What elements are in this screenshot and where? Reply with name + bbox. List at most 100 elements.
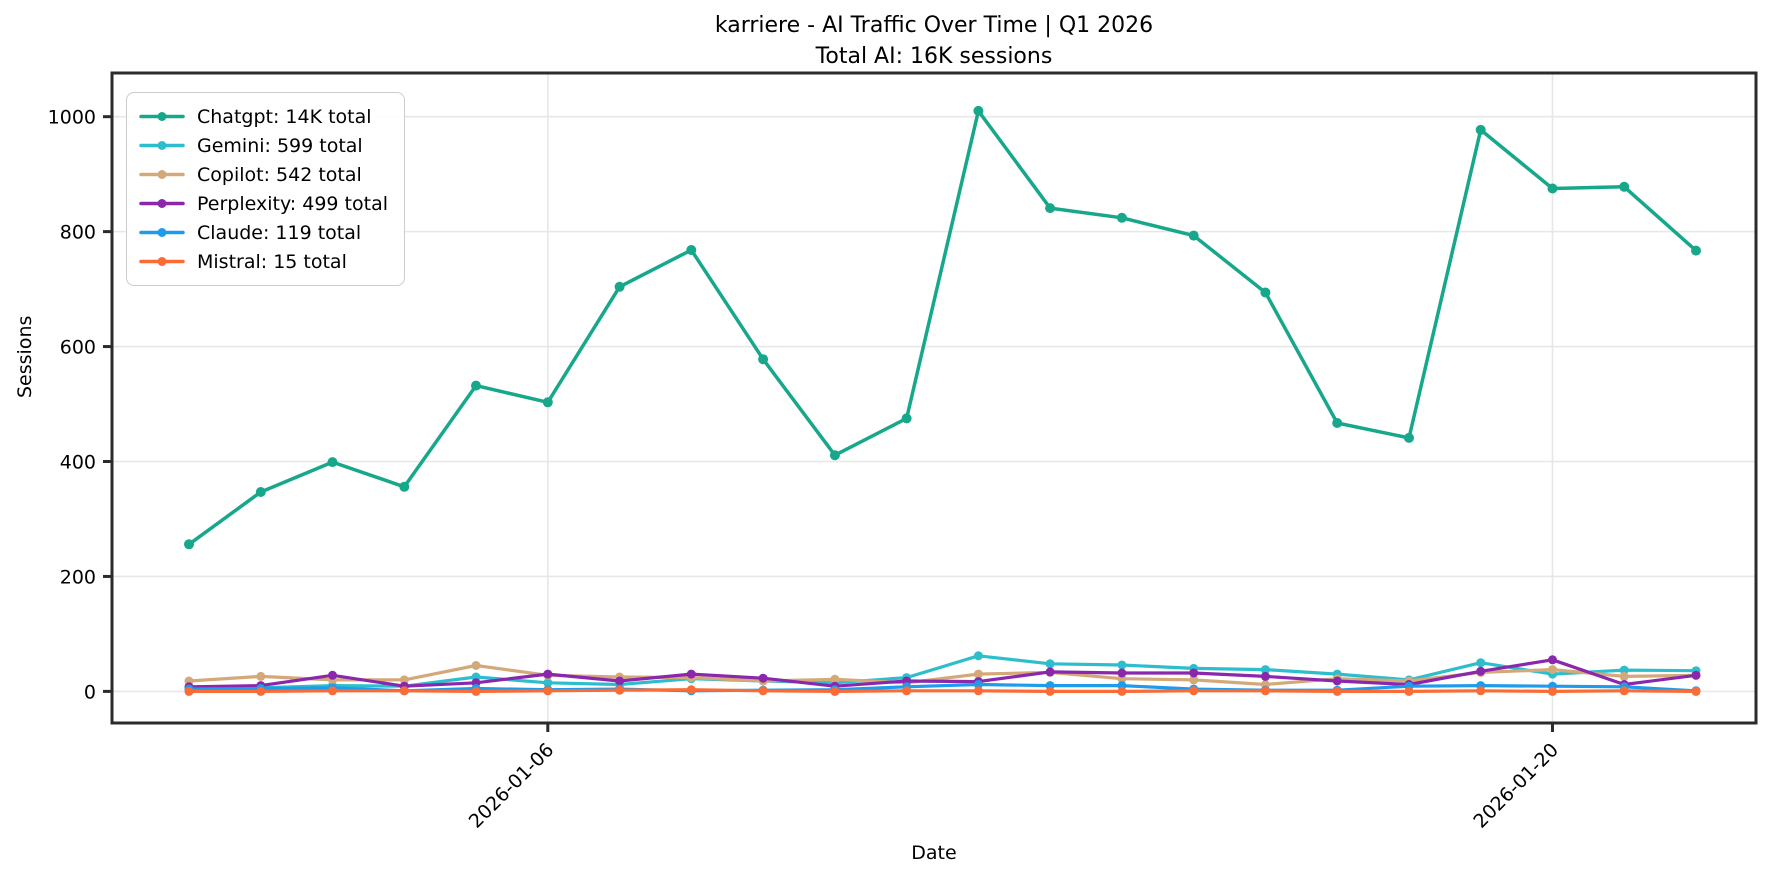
y-tick-label: 200 — [60, 566, 96, 588]
plot-spine — [110, 71, 1758, 725]
data-point-mistral — [1117, 686, 1127, 696]
legend-label: Copilot: 542 total — [197, 163, 362, 186]
x-axis-label: Date — [911, 842, 957, 864]
data-point-copilot — [830, 674, 840, 684]
legend-line-swatch — [139, 257, 185, 266]
data-point-chatgpt — [542, 397, 553, 408]
data-point-copilot — [256, 671, 266, 681]
data-point-chatgpt — [686, 245, 697, 255]
legend-line-swatch — [139, 228, 185, 237]
legend-label: Chatgpt: 14K total — [197, 105, 372, 128]
data-point-perplexity — [543, 669, 553, 679]
data-point-copilot — [471, 661, 481, 670]
series-line-chatgpt — [187, 109, 1698, 547]
data-point-mistral — [1189, 686, 1199, 696]
data-point-perplexity — [1476, 666, 1486, 676]
legend-label: Claude: 119 total — [197, 221, 362, 244]
data-point-mistral — [1548, 686, 1557, 696]
data-point-mistral — [615, 685, 625, 695]
data-point-perplexity — [615, 676, 625, 686]
data-point-mistral — [1476, 686, 1486, 696]
data-point-chatgpt — [973, 105, 984, 116]
legend-item-claude: Claude: 119 total — [139, 218, 388, 247]
legend: Chatgpt: 14K total Gemini: 599 total Copil… — [126, 92, 406, 286]
data-point-gemini — [1476, 658, 1486, 668]
data-point-gemini — [973, 651, 983, 661]
series-line-gemini — [187, 654, 1698, 690]
legend-item-mistral: Mistral: 15 total — [139, 247, 388, 276]
data-point-mistral — [1332, 686, 1342, 696]
data-point-chatgpt — [1260, 287, 1271, 298]
data-point-mistral — [758, 686, 768, 696]
data-point-perplexity — [1332, 676, 1342, 686]
chart-titles: karriere - AI Traffic Over Time | Q1 202… — [112, 10, 1756, 72]
data-point-chatgpt — [829, 450, 840, 461]
x-tick-label: 2026-01-20 — [1469, 739, 1563, 833]
series-line-mistral — [187, 688, 1698, 694]
data-point-copilot — [399, 675, 409, 685]
data-point-chatgpt — [614, 281, 625, 292]
legend-line-swatch — [139, 199, 185, 208]
data-point-chatgpt — [901, 413, 912, 424]
data-point-chatgpt — [399, 481, 410, 492]
data-point-mistral — [543, 686, 553, 696]
data-point-gemini — [1260, 665, 1270, 675]
y-tick-label: 1000 — [48, 107, 96, 129]
data-point-chatgpt — [255, 487, 266, 497]
data-point-chatgpt — [1045, 203, 1056, 214]
data-point-chatgpt — [1691, 245, 1701, 256]
data-point-mistral — [184, 686, 194, 696]
data-point-chatgpt — [184, 539, 194, 550]
data-point-mistral — [471, 686, 481, 696]
y-tick-label: 800 — [60, 222, 96, 244]
data-point-perplexity — [328, 670, 337, 680]
legend-line-swatch — [139, 170, 185, 179]
legend-label: Mistral: 15 total — [197, 250, 347, 273]
data-point-gemini — [1619, 665, 1629, 675]
series-line-perplexity — [187, 658, 1698, 689]
data-point-copilot — [1619, 671, 1629, 681]
data-point-chatgpt — [1547, 183, 1558, 194]
data-point-perplexity — [686, 669, 696, 679]
data-point-gemini — [1045, 659, 1055, 669]
data-point-gemini — [1117, 660, 1127, 670]
data-point-chatgpt — [1188, 230, 1199, 241]
data-point-chatgpt — [1404, 432, 1414, 443]
y-tick-label: 400 — [60, 452, 96, 474]
data-point-perplexity — [1117, 668, 1127, 678]
data-point-mistral — [1404, 686, 1414, 696]
data-point-copilot — [973, 669, 983, 679]
data-point-perplexity — [1691, 670, 1701, 680]
data-point-mistral — [399, 686, 409, 696]
y-tick-label: 600 — [60, 337, 96, 359]
data-point-mistral — [1619, 686, 1629, 696]
legend-item-perplexity: Perplexity: 499 total — [139, 189, 388, 218]
data-point-mistral — [973, 686, 983, 696]
data-point-perplexity — [1260, 671, 1270, 681]
data-point-chatgpt — [471, 380, 481, 391]
y-tick-label: 0 — [84, 681, 96, 703]
data-point-perplexity — [1548, 655, 1557, 665]
legend-item-gemini: Gemini: 599 total — [139, 131, 388, 160]
x-tick-label: 2026-01-06 — [465, 739, 559, 833]
data-point-claude — [973, 680, 983, 689]
legend-label: Perplexity: 499 total — [197, 192, 389, 215]
data-point-mistral — [686, 685, 696, 695]
data-point-chatgpt — [1619, 181, 1630, 192]
legend-label: Gemini: 599 total — [197, 134, 363, 157]
data-point-chatgpt — [758, 354, 769, 365]
data-point-copilot — [1548, 665, 1557, 675]
data-point-chatgpt — [1116, 212, 1127, 223]
legend-line-swatch — [139, 141, 185, 150]
chart-title: karriere - AI Traffic Over Time | Q1 202… — [714, 13, 1154, 38]
data-point-mistral — [1691, 686, 1701, 696]
data-point-mistral — [256, 686, 266, 696]
data-point-mistral — [1260, 686, 1270, 696]
data-point-perplexity — [758, 673, 768, 683]
data-point-chatgpt — [327, 457, 338, 468]
data-point-mistral — [1045, 686, 1055, 696]
data-point-chatgpt — [1332, 418, 1343, 428]
legend-item-copilot: Copilot: 542 total — [139, 160, 388, 189]
chart-subtitle: Total AI: 16K sessions — [815, 44, 1053, 69]
data-point-gemini — [543, 678, 553, 688]
